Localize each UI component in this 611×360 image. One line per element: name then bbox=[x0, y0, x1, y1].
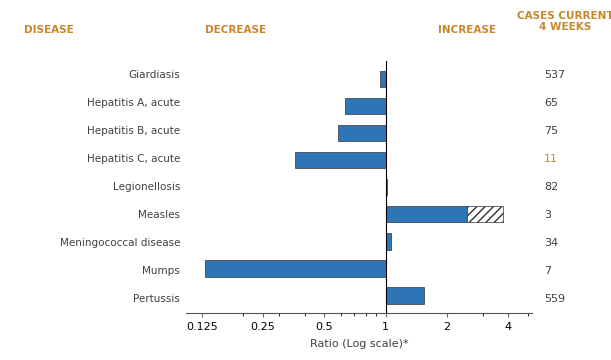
Text: Hepatitis C, acute: Hepatitis C, acute bbox=[87, 154, 180, 164]
Bar bbox=[467, 206, 503, 222]
Bar bbox=[337, 125, 386, 141]
Text: DECREASE: DECREASE bbox=[205, 25, 266, 35]
Text: Mumps: Mumps bbox=[142, 266, 180, 276]
Text: 559: 559 bbox=[544, 294, 565, 304]
Bar bbox=[386, 206, 467, 222]
Text: Hepatitis B, acute: Hepatitis B, acute bbox=[87, 126, 180, 136]
Text: Hepatitis A, acute: Hepatitis A, acute bbox=[87, 98, 180, 108]
Text: 65: 65 bbox=[544, 98, 558, 108]
Text: 34: 34 bbox=[544, 238, 558, 248]
Bar bbox=[386, 287, 425, 304]
Text: 11: 11 bbox=[544, 154, 558, 164]
Text: 537: 537 bbox=[544, 70, 565, 80]
Bar bbox=[380, 71, 386, 87]
Text: 82: 82 bbox=[544, 182, 558, 192]
Text: INCREASE: INCREASE bbox=[439, 25, 496, 35]
Text: 3: 3 bbox=[544, 210, 551, 220]
Text: Giardiasis: Giardiasis bbox=[128, 70, 180, 80]
Text: Legionellosis: Legionellosis bbox=[113, 182, 180, 192]
Text: Pertussis: Pertussis bbox=[133, 294, 180, 304]
Bar bbox=[295, 152, 386, 168]
Bar bbox=[386, 233, 391, 249]
Text: 7: 7 bbox=[544, 266, 551, 276]
Text: DISEASE: DISEASE bbox=[24, 25, 74, 35]
Text: CASES CURRENT
4 WEEKS: CASES CURRENT 4 WEEKS bbox=[517, 11, 611, 32]
Text: Measles: Measles bbox=[138, 210, 180, 220]
Bar bbox=[345, 98, 386, 114]
Text: Meningococcal disease: Meningococcal disease bbox=[60, 238, 180, 248]
X-axis label: Ratio (Log scale)*: Ratio (Log scale)* bbox=[310, 339, 408, 349]
Bar bbox=[205, 260, 386, 276]
Bar bbox=[386, 179, 387, 195]
Text: 75: 75 bbox=[544, 126, 558, 136]
